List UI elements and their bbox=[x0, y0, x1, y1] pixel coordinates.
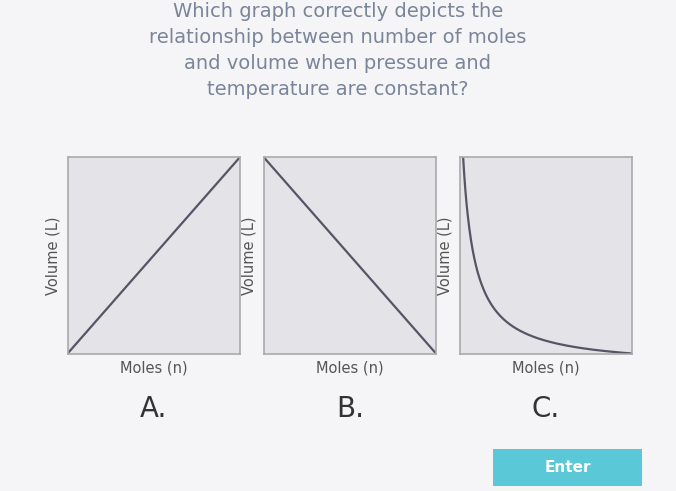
X-axis label: Moles (n): Moles (n) bbox=[120, 360, 188, 376]
X-axis label: Moles (n): Moles (n) bbox=[512, 360, 580, 376]
Text: B.: B. bbox=[336, 395, 364, 423]
Text: Enter: Enter bbox=[545, 460, 591, 475]
Y-axis label: Volume (L): Volume (L) bbox=[46, 216, 61, 295]
Text: C.: C. bbox=[532, 395, 560, 423]
Y-axis label: Volume (L): Volume (L) bbox=[242, 216, 257, 295]
Text: Which graph correctly depicts the
relationship between number of moles
and volum: Which graph correctly depicts the relati… bbox=[149, 2, 527, 99]
X-axis label: Moles (n): Moles (n) bbox=[316, 360, 384, 376]
Text: A.: A. bbox=[140, 395, 168, 423]
Y-axis label: Volume (L): Volume (L) bbox=[438, 216, 453, 295]
